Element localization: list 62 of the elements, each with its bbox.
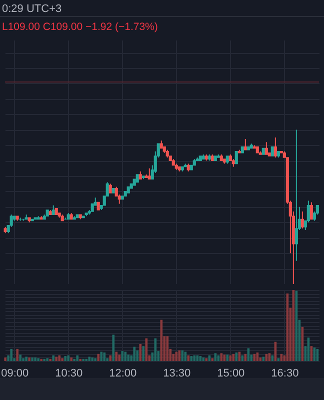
bar xyxy=(46,358,49,361)
text: 0:29 UTC+3 xyxy=(2,3,62,15)
x-tick-label: 15:00 xyxy=(217,368,245,380)
bar xyxy=(145,338,148,361)
bar xyxy=(37,358,40,361)
bar xyxy=(205,358,208,361)
x-tick-label: 09:00 xyxy=(1,368,29,380)
bar xyxy=(28,357,31,361)
bar xyxy=(4,357,7,361)
bar xyxy=(160,320,163,361)
bar xyxy=(139,344,142,361)
bar xyxy=(97,354,100,361)
candlestick xyxy=(148,168,151,180)
candlestick xyxy=(300,211,304,229)
bar xyxy=(127,354,130,361)
candlestick xyxy=(234,150,238,164)
bar xyxy=(124,352,127,361)
bar xyxy=(136,350,139,361)
bar xyxy=(76,355,79,361)
bar xyxy=(133,346,136,361)
candlestick xyxy=(310,202,313,220)
x-tick-label: 16:30 xyxy=(271,368,299,380)
bar xyxy=(70,357,73,361)
bar xyxy=(118,354,121,361)
bar xyxy=(19,354,22,361)
x-tick-label: 12:00 xyxy=(109,368,137,380)
bar xyxy=(34,357,37,361)
bar xyxy=(154,338,157,361)
bar xyxy=(16,348,19,361)
bar xyxy=(91,357,94,361)
candlestick xyxy=(244,138,247,150)
bar xyxy=(115,352,118,361)
text: L109.00 C109.00 −1.92 (−1.73%) xyxy=(2,21,158,33)
candlestick xyxy=(52,204,55,216)
bar xyxy=(88,356,91,361)
x-tick-label: 10:30 xyxy=(55,368,83,380)
bar xyxy=(109,355,112,361)
bar xyxy=(211,358,214,361)
bar xyxy=(142,346,145,361)
bar xyxy=(103,352,106,361)
bar xyxy=(25,356,28,361)
bar xyxy=(64,356,67,361)
bar xyxy=(100,352,103,361)
bar xyxy=(61,358,64,361)
bar xyxy=(121,351,124,361)
bar xyxy=(262,356,265,361)
bar xyxy=(10,348,13,361)
bar xyxy=(58,355,61,361)
bar xyxy=(52,355,55,361)
bar xyxy=(55,356,58,361)
bar xyxy=(31,357,34,361)
bar xyxy=(112,334,115,361)
candlestick xyxy=(270,146,274,156)
candlestick xyxy=(108,183,112,194)
candlestick xyxy=(264,142,268,155)
bar xyxy=(67,355,70,361)
bar xyxy=(22,358,25,361)
candlestick xyxy=(274,136,277,158)
bar xyxy=(94,358,97,361)
candlestick xyxy=(294,129,298,262)
x-tick-label: 13:30 xyxy=(163,368,191,380)
bar xyxy=(277,358,280,361)
